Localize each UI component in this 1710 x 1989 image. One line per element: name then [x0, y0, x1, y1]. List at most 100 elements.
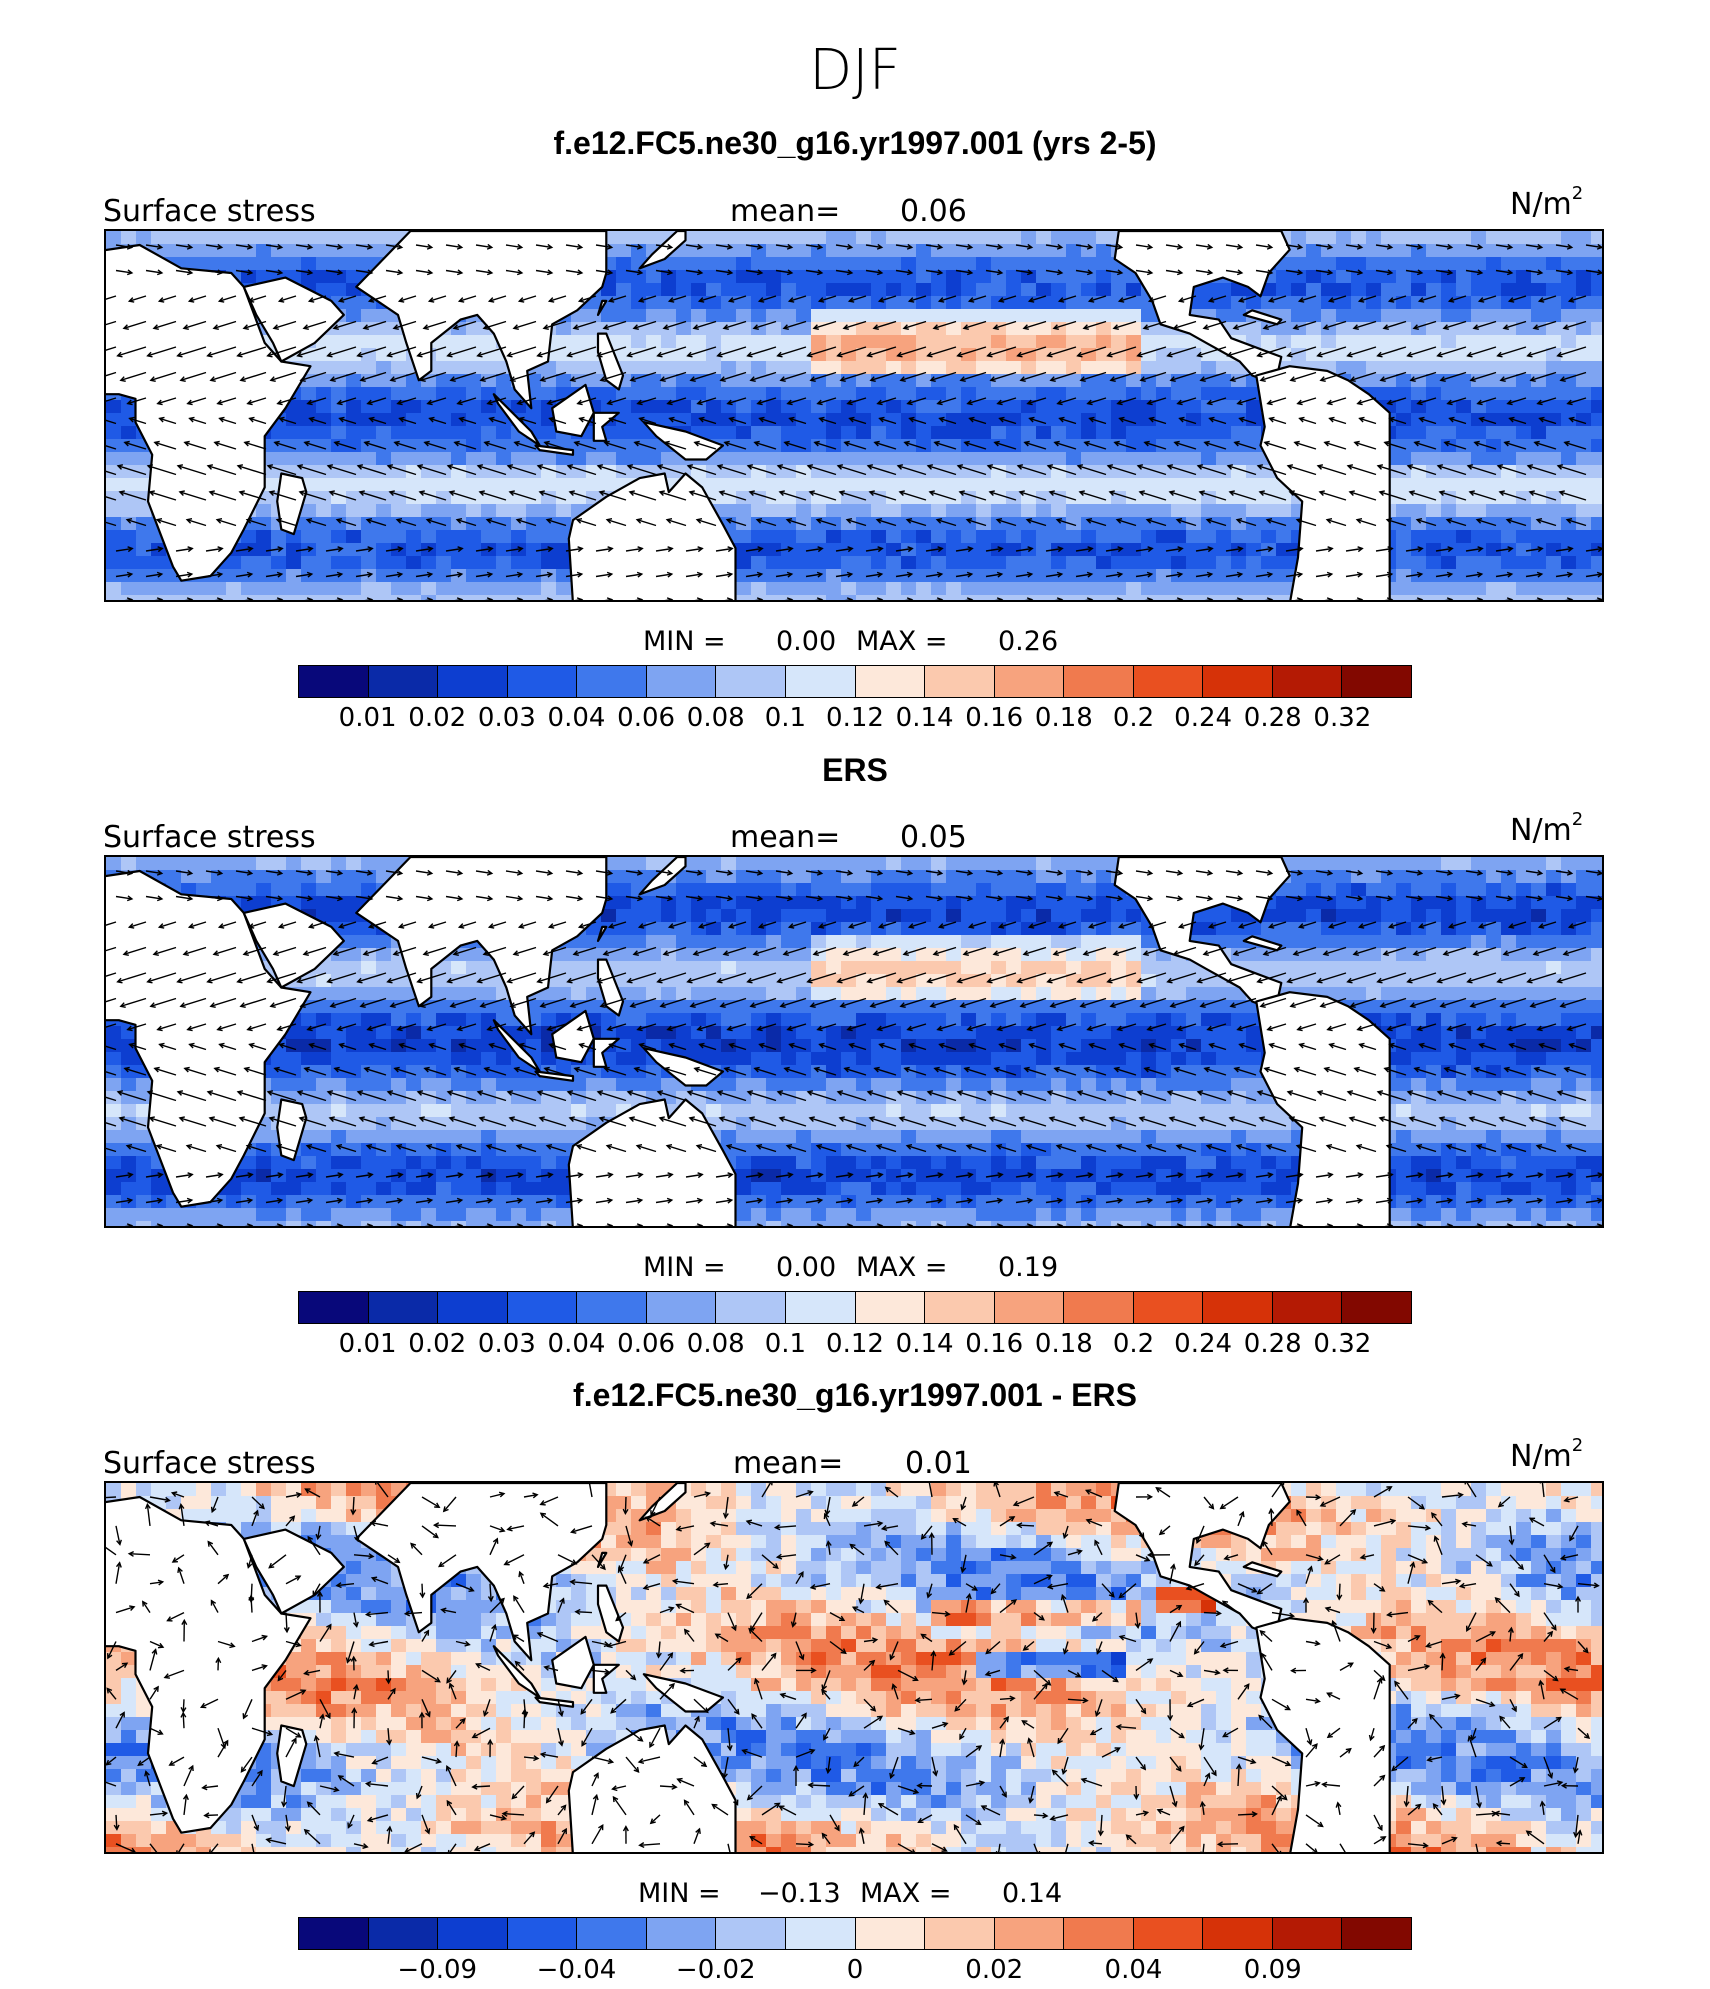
min-value: 0.00: [776, 626, 837, 657]
colorbar-tick-label: −0.02: [675, 1955, 756, 1985]
colorbar-tick-label: 0.02: [408, 1329, 467, 1359]
colorbar-segment: [994, 1918, 1065, 1949]
colorbar-segment: [507, 1292, 578, 1323]
colorbar-segment: [577, 1292, 647, 1323]
colorbar-segment: [925, 666, 995, 697]
colorbar-tick-label: 0.16: [965, 1329, 1024, 1359]
colorbar-segment: [646, 666, 717, 697]
colorbar-tick-label: 0.1: [764, 703, 807, 733]
colorbar-segment: [1064, 666, 1134, 697]
colorbar-tick-label: 0.03: [477, 1329, 536, 1359]
mean-value: 0.05: [900, 820, 967, 855]
colorbar-segment: [716, 1918, 786, 1949]
colorbar-tick-label: 0.09: [1243, 1955, 1302, 1985]
min-label: MIN =: [638, 1878, 721, 1909]
colorbar-segment: [1064, 1918, 1134, 1949]
stress-vectors: [106, 1483, 1600, 1852]
colorbar-segment: [1203, 1292, 1273, 1323]
colorbar-tick-label: 0.28: [1243, 1329, 1302, 1359]
colorbar-segment: [368, 1292, 439, 1323]
mean-label: mean=: [733, 1446, 844, 1481]
colorbar-tick-label: 0.01: [338, 703, 397, 733]
colorbar-segment: [1342, 666, 1411, 697]
colorbar-segment: [1272, 666, 1343, 697]
colorbar-tick-label: 0.12: [826, 1329, 884, 1359]
stress-vectors: [106, 869, 1602, 1226]
colorbar-tick-label: 0.1: [764, 1329, 807, 1359]
colorbar-tick-label: 0.18: [1034, 1329, 1093, 1359]
colorbar-tick-label: 0.04: [547, 703, 606, 733]
max-value: 0.19: [998, 1252, 1059, 1283]
colorbar-segment: [438, 666, 508, 697]
variable-label: Surface stress: [103, 194, 316, 229]
units-label: N/m2: [1510, 183, 1584, 222]
colorbar-segment: [299, 1918, 369, 1949]
min-value: 0.00: [776, 1252, 837, 1283]
colorbar-tick-label: 0.02: [965, 1955, 1024, 1985]
colorbar-ticks: 0.01 0.02 0.03 0.04 0.06 0.08 0.1 0.12 0.14 0.16 0…: [298, 1329, 1412, 1363]
colorbar-tick-label: 0.32: [1313, 703, 1372, 733]
colorbar-segment: [1064, 1292, 1134, 1323]
colorbar-segment: [507, 666, 578, 697]
colorbar-segment: [1342, 1918, 1411, 1949]
colorbar-tick-label: 0.03: [477, 703, 536, 733]
colorbar-segment: [299, 666, 369, 697]
max-label: MAX =: [860, 1878, 952, 1909]
units-label: N/m2: [1510, 1435, 1584, 1474]
colorbar-segment: [438, 1292, 508, 1323]
colorbar-tick-label: 0.04: [547, 1329, 606, 1359]
mean-value: 0.01: [905, 1446, 972, 1481]
colorbar-segment: [716, 1292, 786, 1323]
colorbar-tick-label: −0.09: [397, 1955, 478, 1985]
colorbar-tick-label: 0.2: [1112, 703, 1155, 733]
colorbar-tick-label: 0.08: [686, 703, 745, 733]
colorbar-segment: [1203, 666, 1273, 697]
colorbar-tick-label: −0.04: [536, 1955, 617, 1985]
colorbar-segment: [1133, 666, 1204, 697]
colorbar-segment: [1342, 1292, 1411, 1323]
panel-title-model: f.e12.FC5.ne30_g16.yr1997.001 (yrs 2-5): [553, 125, 1157, 161]
colorbar-tick-label: 0.24: [1174, 703, 1233, 733]
colorbar-segment: [925, 1918, 995, 1949]
variable-label: Surface stress: [103, 1446, 316, 1481]
colorbar-tick-label: 0.06: [617, 1329, 676, 1359]
colorbar-segment: [646, 1918, 717, 1949]
colorbar-tick-label: 0.18: [1034, 703, 1093, 733]
colorbar-tick-label: 0.04: [1104, 1955, 1163, 1985]
colorbar-segment: [438, 1918, 508, 1949]
colorbar-tick-label: 0.02: [408, 703, 467, 733]
colorbar-segment: [1272, 1918, 1343, 1949]
colorbar-tick-label: 0.28: [1243, 703, 1302, 733]
colorbar-tick-label: 0.08: [686, 1329, 745, 1359]
min-label: MIN =: [643, 1252, 726, 1283]
colorbar-segment: [855, 1292, 926, 1323]
min-value: −0.13: [758, 1878, 841, 1909]
colorbar-tick-label: 0.12: [826, 703, 884, 733]
season-title: DJF: [809, 38, 901, 103]
colorbar-segment: [507, 1918, 578, 1949]
colorbar: [298, 1917, 1412, 1950]
colorbar-segment: [646, 1292, 717, 1323]
colorbar-segment: [994, 666, 1065, 697]
colorbar: [298, 1291, 1412, 1324]
panel-title-obs: ERS: [822, 752, 888, 788]
colorbar: [298, 665, 1412, 698]
map-model: [104, 229, 1604, 602]
panel-title-diff: f.e12.FC5.ne30_g16.yr1997.001 - ERS: [573, 1377, 1137, 1413]
colorbar-tick-label: 0.24: [1174, 1329, 1233, 1359]
max-value: 0.14: [1002, 1878, 1063, 1909]
colorbar-segment: [577, 666, 647, 697]
colorbar-segment: [299, 1292, 369, 1323]
mean-value: 0.06: [900, 194, 967, 229]
colorbar-segment: [716, 666, 786, 697]
colorbar-segment: [925, 1292, 995, 1323]
colorbar-segment: [785, 1918, 856, 1949]
colorbar-ticks: −0.09 −0.04 −0.02 0 0.02 0.04 0.09: [298, 1955, 1412, 1989]
colorbar-segment: [1203, 1918, 1273, 1949]
colorbar-segment: [785, 1292, 856, 1323]
units-label: N/m2: [1510, 809, 1584, 848]
colorbar-segment: [368, 666, 439, 697]
colorbar-segment: [994, 1292, 1065, 1323]
variable-label: Surface stress: [103, 820, 316, 855]
colorbar-tick-label: 0.14: [895, 1329, 954, 1359]
